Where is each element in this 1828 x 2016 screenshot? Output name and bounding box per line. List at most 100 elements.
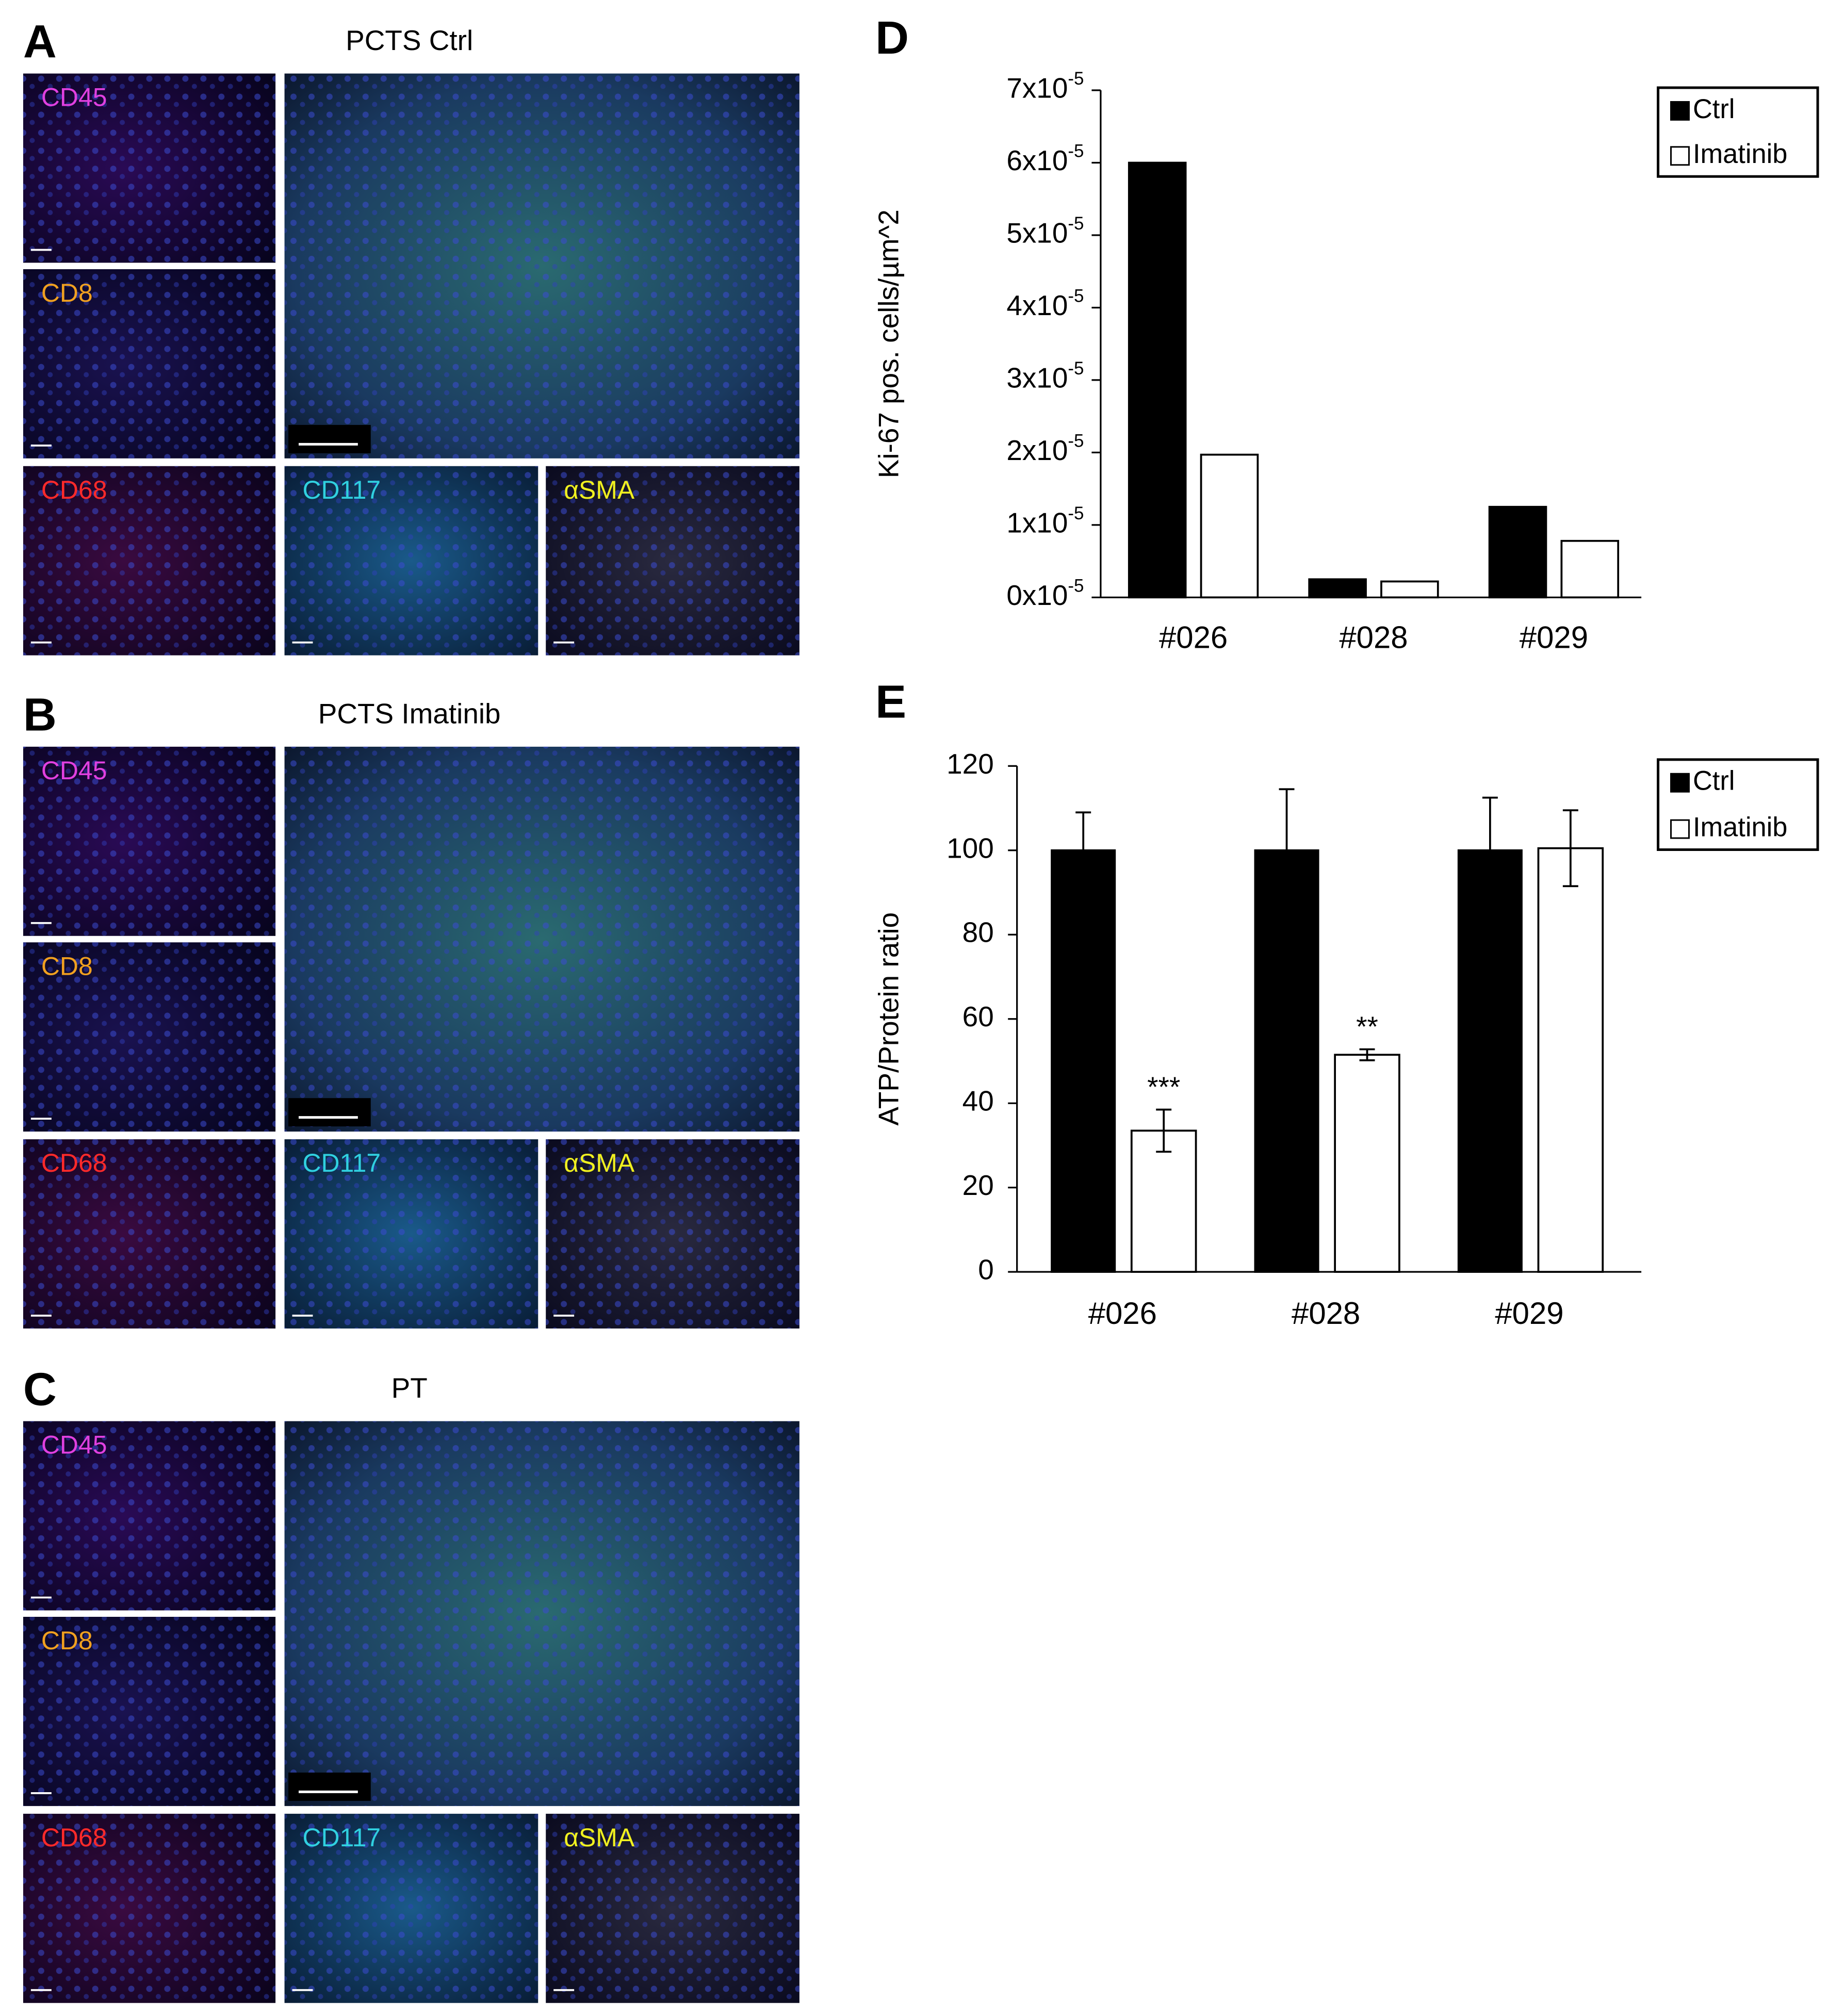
y-tick-exponent: -5 xyxy=(1068,141,1084,161)
legend-swatch xyxy=(1670,773,1690,793)
y-axis-label: ATP/Protein ratio xyxy=(873,912,905,1126)
y-tick-label: 0 xyxy=(978,1254,994,1286)
legend-swatch xyxy=(1670,101,1690,121)
merged-micrograph-cells xyxy=(284,1421,799,1806)
micrograph-cells xyxy=(284,1813,538,2003)
y-tick-exponent: -5 xyxy=(1068,358,1084,379)
micrograph-cells xyxy=(23,466,276,655)
bar xyxy=(1334,1054,1400,1273)
y-tick-label: 120 xyxy=(946,748,994,780)
bar xyxy=(1128,161,1187,599)
micrograph-cells xyxy=(23,942,276,1132)
x-tick-label: #028 xyxy=(1339,620,1408,655)
y-tick-label: 2x10-5 xyxy=(1006,431,1084,466)
x-tick-label: #028 xyxy=(1292,1296,1360,1331)
y-tick-label: 5x10-5 xyxy=(1006,214,1084,249)
y-tick-label: 60 xyxy=(962,1001,994,1032)
error-bar xyxy=(1156,1108,1172,1153)
merged-micrograph-cells xyxy=(284,73,799,458)
error-bar xyxy=(1075,811,1091,890)
channel-label: αSMA xyxy=(564,1823,635,1852)
channel-label: CD8 xyxy=(41,1626,93,1655)
panel-letter: C xyxy=(23,1364,57,1415)
micrograph-cells xyxy=(23,1617,276,1806)
channel-label: CD117 xyxy=(303,1823,381,1852)
y-tick-exponent: -5 xyxy=(1068,286,1084,306)
micrograph-cells xyxy=(546,1813,799,2003)
micrograph-cells xyxy=(23,73,276,263)
micrograph-cells xyxy=(284,1139,538,1329)
panel-letter: E xyxy=(875,677,906,728)
channel-label: CD45 xyxy=(41,756,107,785)
y-axis-label: Ki-67 pos. cells/µm^2 xyxy=(873,209,905,478)
scale-bar-box xyxy=(288,1098,371,1127)
micrograph-cells xyxy=(23,746,276,936)
bar xyxy=(1051,849,1116,1273)
y-tick-label: 7x10-5 xyxy=(1006,69,1084,104)
y-tick-label: 100 xyxy=(946,832,994,864)
bar xyxy=(1308,578,1367,599)
error-bar xyxy=(1482,796,1498,904)
channel-label: CD68 xyxy=(41,1823,107,1852)
y-tick-exponent: -5 xyxy=(1068,214,1084,234)
panel-letter: B xyxy=(23,690,57,741)
y-tick-label: 6x10-5 xyxy=(1006,141,1084,176)
error-bar xyxy=(1562,809,1578,888)
legend-label: Ctrl xyxy=(1693,94,1735,124)
bar xyxy=(1200,453,1259,599)
channel-label: CD45 xyxy=(41,1431,107,1460)
micrograph-cells xyxy=(23,1421,276,1611)
y-tick-exponent: -5 xyxy=(1068,503,1084,523)
micrograph-cells xyxy=(284,466,538,655)
bar xyxy=(1380,580,1439,599)
channel-label: CD68 xyxy=(41,476,107,504)
legend-label: Imatinib xyxy=(1693,812,1788,842)
channel-label: CD8 xyxy=(41,278,93,307)
y-tick-label: 0x10-5 xyxy=(1006,576,1084,611)
error-bar xyxy=(1359,1048,1375,1061)
y-tick-label: 3x10-5 xyxy=(1006,358,1084,394)
y-tick-exponent: -5 xyxy=(1068,576,1084,596)
channel-label: CD68 xyxy=(41,1149,107,1177)
panel-letter: D xyxy=(875,12,909,64)
bar xyxy=(1488,505,1547,599)
scale-bar-box xyxy=(288,424,371,453)
micrograph-cells xyxy=(546,1139,799,1329)
panel-title: PT xyxy=(391,1372,428,1404)
significance-mark: *** xyxy=(1147,1071,1180,1103)
x-tick-label: #026 xyxy=(1088,1296,1157,1331)
panel-title: PCTS Imatinib xyxy=(318,697,501,729)
legend-swatch xyxy=(1670,819,1690,839)
bar xyxy=(1457,849,1523,1273)
legend-swatch xyxy=(1670,146,1690,166)
legend-label: Ctrl xyxy=(1693,766,1735,796)
micrograph-cells xyxy=(23,1813,276,2003)
significance-mark: ** xyxy=(1356,1010,1378,1042)
channel-label: CD8 xyxy=(41,952,93,980)
x-tick-label: #029 xyxy=(1520,620,1588,655)
bar xyxy=(1560,539,1620,599)
channel-label: CD117 xyxy=(303,1149,381,1177)
y-tick-exponent: -5 xyxy=(1068,431,1084,451)
scale-bar-box xyxy=(288,1772,371,1801)
channel-label: CD45 xyxy=(41,83,107,112)
y-tick-label: 20 xyxy=(962,1169,994,1201)
legend-label: Imatinib xyxy=(1693,139,1788,169)
y-tick-label: 1x10-5 xyxy=(1006,503,1084,538)
x-tick-label: #026 xyxy=(1159,620,1228,655)
merged-micrograph-cells xyxy=(284,746,799,1132)
y-tick-label: 80 xyxy=(962,916,994,948)
bar xyxy=(1130,1129,1197,1273)
micrograph-cells xyxy=(23,269,276,458)
channel-label: αSMA xyxy=(564,1149,635,1177)
micrograph-cells xyxy=(546,466,799,655)
bar xyxy=(1254,849,1319,1273)
panel-title: PCTS Ctrl xyxy=(346,24,473,56)
y-tick-exponent: -5 xyxy=(1068,69,1084,89)
panel-letter: A xyxy=(23,16,57,68)
y-tick-label: 4x10-5 xyxy=(1006,286,1084,321)
bar xyxy=(1537,847,1604,1273)
error-bar xyxy=(1279,788,1295,913)
